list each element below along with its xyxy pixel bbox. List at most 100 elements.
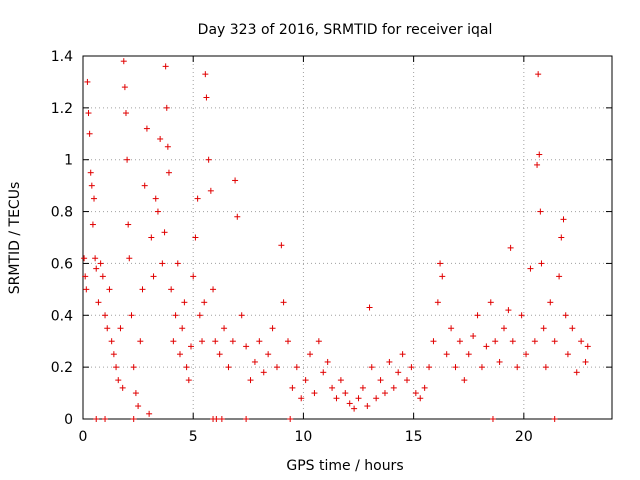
data-point xyxy=(196,312,203,319)
data-point xyxy=(412,390,419,397)
data-point xyxy=(560,216,567,223)
data-point xyxy=(368,364,375,371)
data-point xyxy=(284,338,291,345)
data-point xyxy=(366,304,373,311)
data-point xyxy=(355,395,362,402)
data-point xyxy=(302,377,309,384)
data-point xyxy=(143,125,150,132)
data-point xyxy=(210,286,217,293)
data-point xyxy=(386,358,393,365)
data-point xyxy=(324,358,331,365)
x-axis-label: GPS time / hours xyxy=(286,458,403,474)
data-point xyxy=(537,208,544,215)
data-point xyxy=(260,369,267,376)
data-point xyxy=(148,234,155,241)
data-point xyxy=(119,384,126,391)
data-point xyxy=(87,169,94,176)
data-point xyxy=(86,130,93,137)
data-point xyxy=(434,299,441,306)
y-tick-label: 0.6 xyxy=(51,256,73,272)
data-point xyxy=(298,395,305,402)
data-point xyxy=(234,213,241,220)
data-point xyxy=(558,234,565,241)
data-point xyxy=(373,395,380,402)
data-point xyxy=(478,364,485,371)
data-point xyxy=(120,58,127,65)
data-point xyxy=(95,299,102,306)
data-point xyxy=(337,377,344,384)
data-point xyxy=(81,255,88,262)
data-point xyxy=(139,286,146,293)
data-point xyxy=(243,416,250,422)
data-point xyxy=(359,384,366,391)
data-point xyxy=(102,312,109,319)
data-point xyxy=(207,187,214,194)
data-point xyxy=(168,286,175,293)
data-point xyxy=(439,273,446,280)
data-point xyxy=(162,63,169,70)
data-point xyxy=(518,312,525,319)
data-point xyxy=(106,286,113,293)
data-point xyxy=(93,265,100,272)
data-point xyxy=(225,364,232,371)
data-point xyxy=(130,416,137,422)
data-point xyxy=(535,71,542,78)
data-point xyxy=(538,260,545,267)
data-point xyxy=(165,169,172,176)
data-point xyxy=(108,338,115,345)
data-point xyxy=(377,377,384,384)
data-point xyxy=(159,260,166,267)
data-point xyxy=(126,255,133,262)
data-point xyxy=(489,416,496,422)
data-point xyxy=(84,78,91,85)
data-point xyxy=(399,351,406,358)
data-point xyxy=(584,343,591,350)
y-tick-label: 0.2 xyxy=(51,360,73,376)
x-tick-label: 10 xyxy=(295,429,313,445)
data-point xyxy=(551,338,558,345)
data-point xyxy=(128,312,135,319)
data-point xyxy=(202,71,209,78)
data-point xyxy=(83,286,90,293)
data-point xyxy=(408,364,415,371)
data-point xyxy=(113,364,120,371)
data-point xyxy=(342,390,349,397)
data-point xyxy=(500,325,507,332)
data-point xyxy=(125,221,132,228)
data-point xyxy=(329,384,336,391)
data-point xyxy=(448,325,455,332)
data-point xyxy=(97,260,104,267)
data-point xyxy=(199,338,206,345)
data-point xyxy=(430,338,437,345)
data-point xyxy=(582,358,589,365)
data-point xyxy=(88,182,95,189)
data-point xyxy=(315,338,322,345)
x-tick-label: 0 xyxy=(79,429,88,445)
data-point xyxy=(395,369,402,376)
data-point xyxy=(390,384,397,391)
chart-title: Day 323 of 2016, SRMTID for receiver iqa… xyxy=(198,22,493,38)
x-tick-label: 15 xyxy=(405,429,423,445)
data-point xyxy=(150,273,157,280)
data-point xyxy=(243,343,250,350)
data-point xyxy=(179,325,186,332)
axis-ticks: 0 5 10 15 20 0 0.2 0.4 0.6 0.8 1 1.2 1.4 xyxy=(51,49,612,445)
data-point xyxy=(92,255,99,262)
data-point xyxy=(161,229,168,236)
data-point xyxy=(121,84,128,91)
data-point xyxy=(201,299,208,306)
data-point xyxy=(364,403,371,410)
data-point xyxy=(188,343,195,350)
data-point xyxy=(216,351,223,358)
data-point xyxy=(333,395,340,402)
data-point xyxy=(540,325,547,332)
data-point xyxy=(507,244,514,251)
data-point xyxy=(104,325,111,332)
data-point xyxy=(181,299,188,306)
data-point xyxy=(456,338,463,345)
data-point xyxy=(154,208,161,215)
data-point xyxy=(265,351,272,358)
data-point xyxy=(562,312,569,319)
data-point xyxy=(320,369,327,376)
data-point xyxy=(190,273,197,280)
